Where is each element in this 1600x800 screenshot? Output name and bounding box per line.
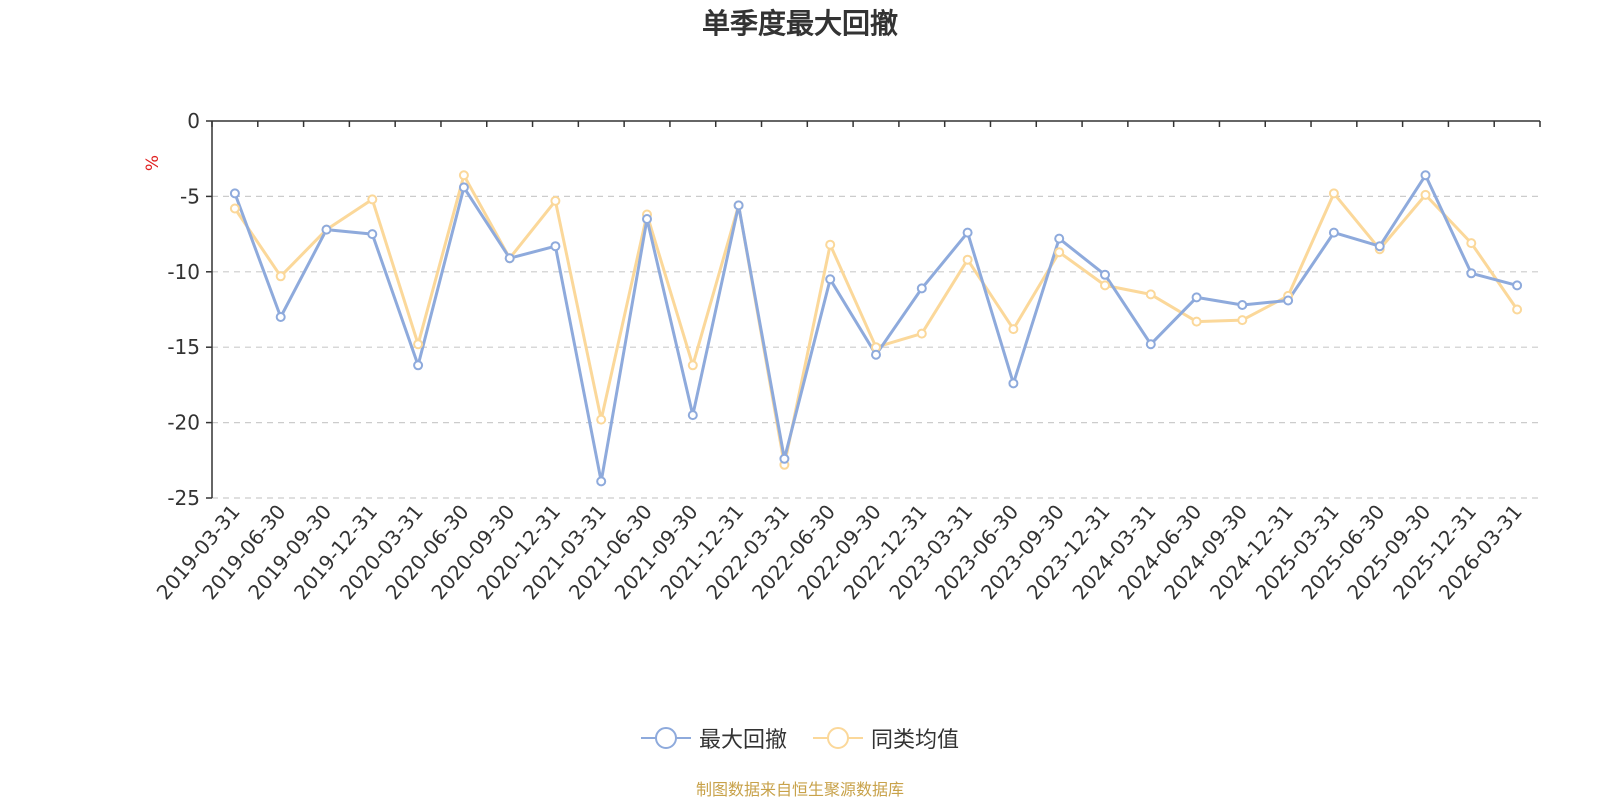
y-tick-label: -5: [180, 184, 200, 208]
legend-item-category-average[interactable]: 同类均值: [813, 722, 959, 754]
series-lines: [233, 173, 1519, 483]
data-point-series-0[interactable]: [1420, 170, 1431, 181]
data-point-series-0[interactable]: [458, 182, 469, 193]
data-point-series-0[interactable]: [413, 360, 424, 371]
data-point-series-0[interactable]: [1374, 241, 1385, 252]
data-point-series-0[interactable]: [1191, 292, 1202, 303]
data-point-series-0[interactable]: [1145, 339, 1156, 350]
data-point-series-1[interactable]: [962, 254, 973, 265]
data-point-series-0[interactable]: [1466, 268, 1477, 279]
data-point-series-0[interactable]: [321, 224, 332, 235]
data-point-series-1[interactable]: [916, 328, 927, 339]
data-point-series-0[interactable]: [1328, 227, 1339, 238]
data-point-series-0[interactable]: [1054, 233, 1065, 244]
data-point-series-0[interactable]: [1100, 269, 1110, 280]
data-point-series-1[interactable]: [1008, 324, 1019, 335]
legend-label: 同类均值: [871, 728, 960, 753]
legend-line-circle-icon: [813, 727, 863, 749]
data-point-series-0[interactable]: [596, 476, 607, 487]
data-point-series-1[interactable]: [275, 271, 286, 282]
legend-label: 最大回撤: [698, 728, 787, 753]
data-point-series-0[interactable]: [1008, 378, 1019, 389]
y-tick-label: 0: [187, 109, 200, 133]
chart-title: 单季度最大回撤: [701, 7, 898, 40]
series-line-0: [233, 173, 1518, 483]
data-point-series-1[interactable]: [1100, 280, 1110, 291]
axes: 0-5-10-15-20-252019-03-312019-06-302019-…: [152, 109, 1541, 604]
series-line-1: [233, 173, 1519, 467]
legend-line-circle-icon: [640, 727, 691, 749]
data-point-series-1[interactable]: [1237, 315, 1248, 326]
data-point-series-1[interactable]: [367, 194, 378, 205]
data-point-series-1[interactable]: [1512, 304, 1523, 315]
data-point-series-0[interactable]: [550, 241, 561, 252]
data-point-series-0[interactable]: [871, 349, 881, 360]
legend-item-max-drawdown[interactable]: 最大回撤: [640, 722, 787, 754]
data-point-series-1[interactable]: [1328, 188, 1339, 199]
data-point-series-1[interactable]: [458, 170, 469, 181]
data-point-series-0[interactable]: [733, 200, 744, 211]
data-point-series-0[interactable]: [962, 227, 973, 238]
data-point-series-0[interactable]: [1237, 300, 1248, 310]
data-point-series-0[interactable]: [229, 188, 240, 199]
data-point-series-1[interactable]: [1420, 189, 1431, 200]
data-point-series-1[interactable]: [1466, 238, 1477, 249]
data-point-series-0[interactable]: [779, 453, 790, 464]
grid-lines: [212, 195, 1540, 499]
data-point-series-0[interactable]: [687, 410, 698, 421]
data-point-series-1[interactable]: [687, 360, 698, 371]
data-point-series-0[interactable]: [275, 312, 286, 322]
y-tick-label: -25: [167, 486, 200, 510]
y-tick-label: -20: [167, 411, 200, 435]
data-point-series-1[interactable]: [1054, 247, 1065, 258]
data-point-series-0[interactable]: [916, 283, 927, 294]
data-point-series-0[interactable]: [1283, 295, 1294, 306]
data-point-series-0[interactable]: [825, 274, 836, 285]
y-tick-label: -15: [167, 335, 200, 359]
data-point-series-1[interactable]: [413, 339, 424, 350]
y-axis-unit-label: %: [143, 155, 163, 171]
legend: 最大回撤 同类均值: [0, 722, 1600, 754]
source-note: 制图数据来自恒生聚源数据库: [695, 780, 904, 799]
data-point-series-0[interactable]: [1512, 280, 1523, 291]
data-point-series-1[interactable]: [825, 239, 836, 250]
data-point-series-0[interactable]: [642, 214, 652, 224]
data-point-series-1[interactable]: [229, 203, 240, 214]
data-point-series-1[interactable]: [596, 414, 607, 425]
data-point-series-1[interactable]: [1191, 316, 1202, 327]
data-point-series-0[interactable]: [504, 253, 515, 264]
data-points: [229, 170, 1523, 487]
data-point-series-0[interactable]: [367, 229, 378, 240]
data-point-series-1[interactable]: [550, 195, 561, 206]
y-tick-label: -10: [167, 260, 200, 284]
data-point-series-1[interactable]: [1145, 289, 1156, 300]
